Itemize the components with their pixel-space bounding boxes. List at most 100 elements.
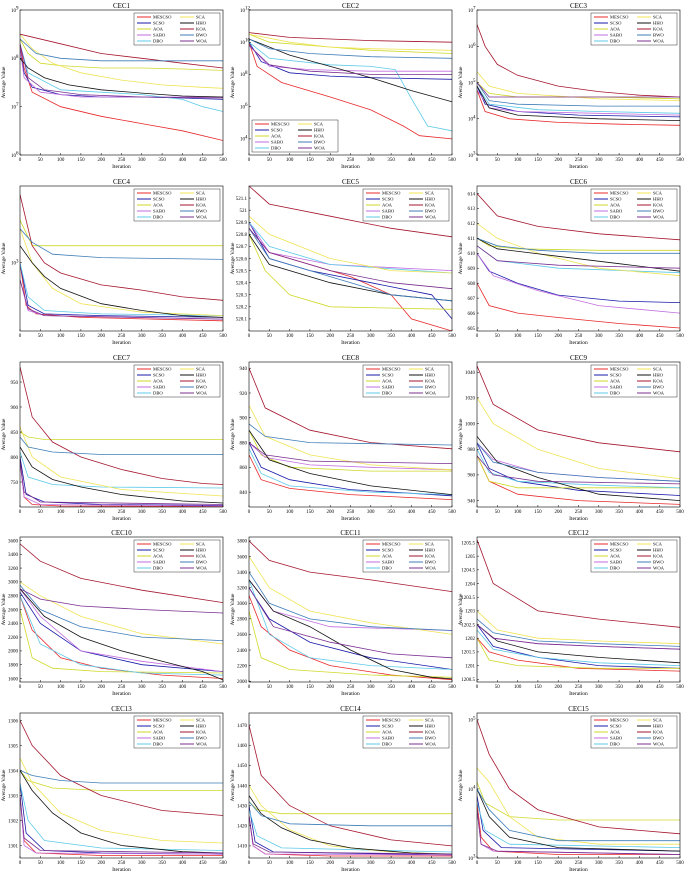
x-tick-label: 450 [656, 158, 664, 163]
y-tick-label: 10 [11, 57, 17, 62]
series-group [477, 365, 680, 505]
y-tick-label: 10 [468, 81, 474, 86]
legend-label-bwo: BWO [196, 560, 207, 565]
series-line-mescso [20, 595, 223, 679]
legend-label-sabo: SABO [153, 33, 166, 38]
x-tick-label: 250 [118, 334, 126, 339]
y-tick-label: 1306 [8, 719, 19, 724]
y-tick-label: 2800 [237, 618, 248, 623]
x-tick-label: 350 [387, 861, 395, 866]
y-tick-label: 800 [11, 456, 19, 461]
series-line-aoa [249, 33, 452, 54]
legend-label-bwo: BWO [425, 736, 436, 741]
series-line-dbo [249, 448, 452, 495]
legend-label-hho: HHO [653, 373, 664, 378]
series-line-koa [477, 719, 680, 835]
legend-label-mescso: MESCSO [610, 367, 629, 372]
series-line-scso [249, 805, 452, 856]
series-line-koa [477, 365, 680, 453]
x-tick-label: 200 [554, 510, 562, 515]
y-tick-label: 1201.5 [461, 651, 475, 656]
series-line-mescso [249, 454, 452, 500]
y-axis-label: Average Value [458, 242, 464, 275]
legend-label-hho: HHO [653, 21, 664, 26]
legend-label-sca: SCA [196, 15, 206, 20]
chart-title: CEC12 [568, 529, 589, 537]
y-tick-label: 10 [240, 41, 246, 46]
legend-label-sabo: SABO [153, 385, 166, 390]
x-tick-label: 250 [575, 685, 583, 690]
legend-label-bwo: BWO [425, 385, 436, 390]
legend-label-dbo: DBO [382, 215, 392, 220]
series-line-sca [477, 71, 680, 101]
legend-label-woa: WOA [653, 39, 665, 44]
legend-label-bwo: BWO [653, 385, 664, 390]
x-tick-label: 500 [219, 861, 227, 866]
series-line-koa [249, 540, 452, 592]
x-tick-label: 300 [138, 158, 146, 163]
series-line-dbo [477, 449, 680, 489]
x-tick-label: 150 [306, 510, 314, 515]
legend-label-hho: HHO [196, 548, 207, 553]
y-tick-exponent: 3 [16, 259, 19, 264]
y-tick-label: 1440 [237, 784, 248, 789]
x-tick-label: 450 [199, 685, 207, 690]
legend-label-bwo: BWO [653, 209, 664, 214]
legend-label-dbo: DBO [153, 566, 163, 571]
x-tick-label: 350 [615, 334, 623, 339]
series-line-scso [249, 41, 452, 80]
legend-label-aoa: AOA [153, 203, 164, 208]
legend-label-koa: KOA [425, 379, 436, 384]
series-line-dbo [477, 629, 680, 666]
x-tick-label: 150 [534, 685, 542, 690]
legend-label-sca: SCA [653, 542, 663, 547]
x-tick-label: 400 [636, 510, 644, 515]
x-tick-label: 350 [158, 685, 166, 690]
x-tick-label: 300 [367, 158, 375, 163]
x-tick-label: 150 [77, 685, 85, 690]
y-tick-label: 1460 [237, 744, 248, 749]
chart-panel: CEC15 0 50 100 150 200 250 300 350 400 450 500 Itera… [457, 703, 685, 878]
series-line-bwo [477, 442, 680, 482]
series-line-hho [477, 788, 680, 852]
x-tick-label: 150 [306, 334, 314, 339]
series-line-woa [249, 442, 452, 464]
x-tick-label: 500 [676, 685, 684, 690]
y-tick-label: 940 [468, 499, 476, 504]
x-tick-label: 50 [267, 685, 273, 690]
x-tick-label: 500 [219, 685, 227, 690]
series-line-koa [20, 366, 223, 485]
series-line-aoa [249, 234, 452, 310]
y-tick-label: 840 [240, 491, 248, 496]
x-tick-label: 300 [138, 861, 146, 866]
chart-panel: CEC2 0 50 100 150 200 250 300 350 400 450 500 Iterat… [229, 0, 457, 175]
x-tick-label: 0 [19, 861, 22, 866]
legend-label-dbo: DBO [153, 215, 163, 220]
series-line-dbo [477, 802, 680, 848]
y-tick-label: 609 [468, 267, 476, 272]
x-tick-label: 150 [77, 334, 85, 339]
series-line-koa [249, 725, 452, 847]
x-tick-label: 100 [286, 334, 294, 339]
series-line-koa [20, 720, 223, 816]
legend-label-sca: SCA [653, 367, 663, 372]
x-tick-label: 250 [347, 510, 355, 515]
x-tick-label: 350 [158, 510, 166, 515]
legend-label-aoa: AOA [153, 730, 164, 735]
x-tick-label: 250 [575, 510, 583, 515]
legend-label-sabo: SABO [153, 736, 166, 741]
series-line-bwo [477, 788, 680, 842]
x-tick-label: 400 [636, 685, 644, 690]
legend-label-sca: SCA [196, 367, 206, 372]
legend-label-koa: KOA [425, 730, 436, 735]
x-tick-label: 50 [495, 861, 501, 866]
y-tick-label: 2800 [8, 594, 19, 599]
series-group [20, 543, 223, 681]
legend-label-scso: SCSO [382, 197, 394, 202]
legend-label-sca: SCA [653, 15, 663, 20]
series-line-hho [477, 237, 680, 272]
x-tick-label: 200 [326, 334, 334, 339]
y-tick-label: 520.5 [236, 269, 248, 274]
chart-svg: CEC13 0 50 100 150 200 250 300 350 400 450 500 Itera… [1, 705, 227, 873]
